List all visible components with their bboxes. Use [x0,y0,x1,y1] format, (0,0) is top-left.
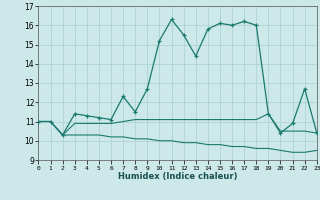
X-axis label: Humidex (Indice chaleur): Humidex (Indice chaleur) [118,172,237,181]
